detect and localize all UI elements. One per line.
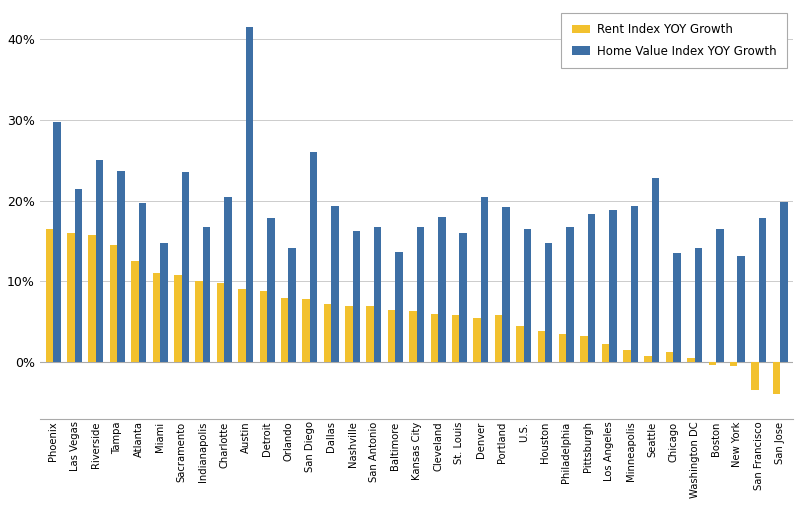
- Bar: [395, 251, 403, 362]
- Bar: [566, 227, 574, 362]
- Bar: [96, 160, 103, 362]
- Bar: [730, 362, 738, 366]
- Bar: [694, 247, 702, 362]
- Bar: [374, 227, 382, 362]
- Bar: [289, 247, 296, 362]
- Bar: [46, 229, 54, 362]
- Bar: [438, 217, 446, 362]
- Bar: [67, 233, 74, 362]
- Bar: [131, 261, 138, 362]
- Bar: [118, 171, 125, 362]
- Legend: Rent Index YOY Growth, Home Value Index YOY Growth: Rent Index YOY Growth, Home Value Index …: [562, 13, 787, 68]
- Bar: [281, 297, 289, 362]
- Bar: [74, 188, 82, 362]
- Bar: [224, 196, 232, 362]
- Bar: [580, 336, 588, 362]
- Bar: [738, 256, 745, 362]
- Bar: [709, 362, 716, 365]
- Bar: [160, 243, 168, 362]
- Bar: [331, 207, 338, 362]
- Bar: [302, 299, 310, 362]
- Bar: [430, 314, 438, 362]
- Bar: [687, 358, 694, 362]
- Bar: [474, 318, 481, 362]
- Bar: [89, 235, 96, 362]
- Bar: [494, 315, 502, 362]
- Bar: [759, 219, 766, 362]
- Bar: [516, 326, 524, 362]
- Bar: [716, 229, 723, 362]
- Bar: [366, 306, 374, 362]
- Bar: [538, 331, 545, 362]
- Bar: [559, 334, 566, 362]
- Bar: [623, 350, 630, 362]
- Bar: [238, 289, 246, 362]
- Bar: [645, 356, 652, 362]
- Bar: [502, 207, 510, 362]
- Bar: [459, 233, 467, 362]
- Bar: [174, 275, 182, 362]
- Bar: [545, 243, 553, 362]
- Bar: [110, 245, 118, 362]
- Bar: [195, 281, 203, 362]
- Bar: [452, 315, 459, 362]
- Bar: [324, 304, 331, 362]
- Bar: [388, 310, 395, 362]
- Bar: [602, 344, 609, 362]
- Bar: [182, 172, 189, 362]
- Bar: [666, 352, 674, 362]
- Bar: [353, 231, 360, 362]
- Bar: [138, 203, 146, 362]
- Bar: [780, 203, 788, 362]
- Bar: [652, 178, 659, 362]
- Bar: [630, 207, 638, 362]
- Bar: [345, 306, 353, 362]
- Bar: [310, 152, 318, 362]
- Bar: [246, 27, 253, 362]
- Bar: [773, 362, 780, 394]
- Bar: [481, 196, 488, 362]
- Bar: [259, 291, 267, 362]
- Bar: [410, 311, 417, 362]
- Bar: [153, 273, 160, 362]
- Bar: [588, 215, 595, 362]
- Bar: [674, 253, 681, 362]
- Bar: [217, 283, 224, 362]
- Bar: [524, 229, 531, 362]
- Bar: [267, 219, 274, 362]
- Bar: [54, 122, 61, 362]
- Bar: [609, 211, 617, 362]
- Bar: [751, 362, 759, 390]
- Bar: [203, 227, 210, 362]
- Bar: [417, 227, 424, 362]
